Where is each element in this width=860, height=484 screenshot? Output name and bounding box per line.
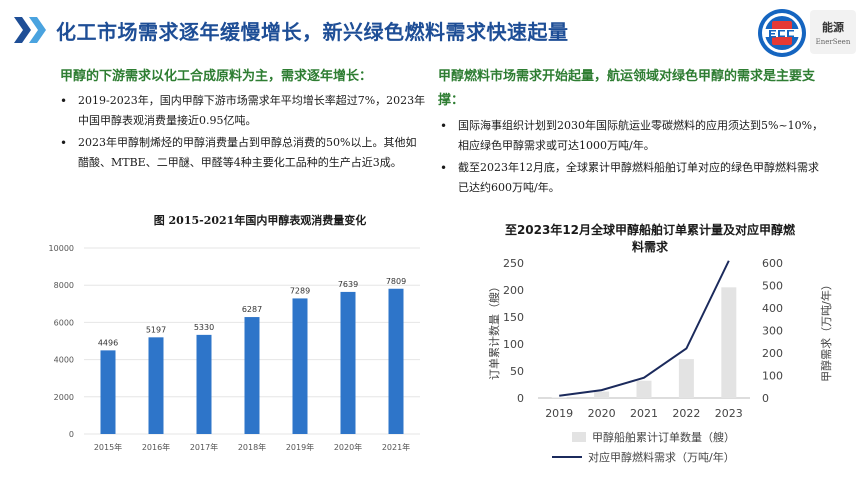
x-tick-label: 2017年 xyxy=(190,442,218,452)
bar xyxy=(244,317,260,434)
left-y-tick-label: 200 xyxy=(503,284,524,297)
x-tick-label: 2023 xyxy=(715,407,743,420)
left-bullet-1: 2019-2023年，国内甲醇下游市场需求年平均增长率超过7%，2023年中国甲… xyxy=(58,91,426,131)
bar xyxy=(148,337,164,434)
right-bullet-2: 截至2023年12月底，全球累计甲醇燃料船舶订单对应的绿色甲醇燃料需求已达约60… xyxy=(438,158,826,198)
left-bullet-list: 2019-2023年，国内甲醇下游市场需求年平均增长率超过7%，2023年中国甲… xyxy=(58,91,426,175)
right-y-tick-label: 0 xyxy=(762,392,769,405)
data-label: 7639 xyxy=(338,280,358,289)
bar xyxy=(292,298,308,434)
left-chart-title: 图 2015-2021年国内甲醇表观消费量变化 xyxy=(153,214,367,227)
y-tick-label: 0 xyxy=(69,430,74,439)
data-label: 5197 xyxy=(146,325,166,334)
right-y-tick-label: 300 xyxy=(762,325,783,338)
left-y-tick-label: 0 xyxy=(517,392,524,405)
right-section-title: 甲醇燃料市场需求开始起量，航运领域对绿色甲醇的需求是主要支撑： xyxy=(438,69,816,108)
bar xyxy=(388,288,404,434)
ecc-logo-icon xyxy=(758,9,806,57)
left-y-axis-label: 订单累计数量（艘） xyxy=(487,281,501,380)
order-bar xyxy=(678,359,694,398)
y-tick-label: 8000 xyxy=(54,281,74,290)
right-y-axis-label: 甲醇需求（万吨/年） xyxy=(819,279,833,382)
x-tick-label: 2016年 xyxy=(142,442,170,452)
x-tick-label: 2015年 xyxy=(94,442,122,452)
left-bullet-2: 2023年甲醇制烯烃的甲醇消费量占到甲醇总消费的50%以上。其他如醋酸、MTBE… xyxy=(58,133,426,173)
legend-bar-swatch xyxy=(572,432,586,442)
order-bar xyxy=(636,380,652,398)
x-tick-label: 2022 xyxy=(672,407,700,420)
bar xyxy=(100,350,116,434)
right-bullet-1: 国际海事组织计划到2030年国际航运业零碳燃料的应用须达到5%~10%，相应绿色… xyxy=(438,116,826,156)
y-tick-label: 2000 xyxy=(54,393,74,402)
y-tick-label: 4000 xyxy=(54,356,74,365)
bar xyxy=(196,334,212,434)
logo-en-text: EnerSeen xyxy=(815,38,851,46)
x-tick-label: 2020 xyxy=(588,407,616,420)
y-tick-label: 6000 xyxy=(54,318,74,327)
methanol-consumption-bar-chart: 0 2000 4000 6000 8000 10000 4496 2015年 5197 2016年… xyxy=(49,244,420,452)
data-label: 4496 xyxy=(98,338,118,347)
slide-title: 化工市场需求逐年缓慢增长，新兴绿色燃料需求快速起量 xyxy=(56,20,569,44)
data-label: 6287 xyxy=(242,305,262,314)
order-bar xyxy=(551,397,567,398)
enerseen-logo: 能源 EnerSeen xyxy=(810,10,856,54)
x-tick-label: 2019年 xyxy=(286,442,314,452)
left-section-title: 甲醇的下游需求以化工合成原料为主，需求逐年增长： xyxy=(60,69,373,84)
right-y-tick-label: 500 xyxy=(762,280,783,293)
left-y-tick-label: 50 xyxy=(510,365,524,378)
x-tick-label: 2021年 xyxy=(382,442,410,452)
order-bar xyxy=(721,287,737,398)
right-bullet-list: 国际海事组织计划到2030年国际航运业零碳燃料的应用须达到5%~10%，相应绿色… xyxy=(438,116,826,200)
chevron-arrows-icon xyxy=(14,17,46,43)
legend-bar-label: 甲醇船舶累计订单数量（艘） xyxy=(592,430,735,444)
x-tick-label: 2018年 xyxy=(238,442,266,452)
data-label: 7289 xyxy=(290,286,310,295)
left-y-tick-label: 250 xyxy=(503,257,524,270)
right-y-tick-label: 400 xyxy=(762,302,783,315)
right-y-tick-label: 600 xyxy=(762,257,783,270)
data-label: 5330 xyxy=(194,323,214,332)
y-tick-label: 10000 xyxy=(49,244,74,253)
x-tick-label: 2021 xyxy=(630,407,658,420)
right-y-tick-label: 200 xyxy=(762,347,783,360)
order-bar xyxy=(594,391,610,398)
right-y-tick-label: 100 xyxy=(762,370,783,383)
x-tick-label: 2020年 xyxy=(334,442,362,452)
legend-line-label: 对应甲醇燃料需求（万吨/年） xyxy=(588,450,735,464)
right-chart-title: 至2023年12月全球甲醇船舶订单累计量及对应甲醇燃料需求 xyxy=(504,223,796,254)
left-y-tick-label: 150 xyxy=(503,311,524,324)
logo-cn-text: 能源 xyxy=(822,21,844,34)
data-label: 7809 xyxy=(386,277,406,286)
bar xyxy=(340,291,356,434)
left-y-tick-label: 100 xyxy=(503,338,524,351)
demand-line xyxy=(559,260,730,397)
x-tick-label: 2019 xyxy=(545,407,573,420)
ship-orders-combo-chart: 0 50 100 150 200 250 0 100 200 300 400 500 600 2019 20… xyxy=(487,257,833,464)
